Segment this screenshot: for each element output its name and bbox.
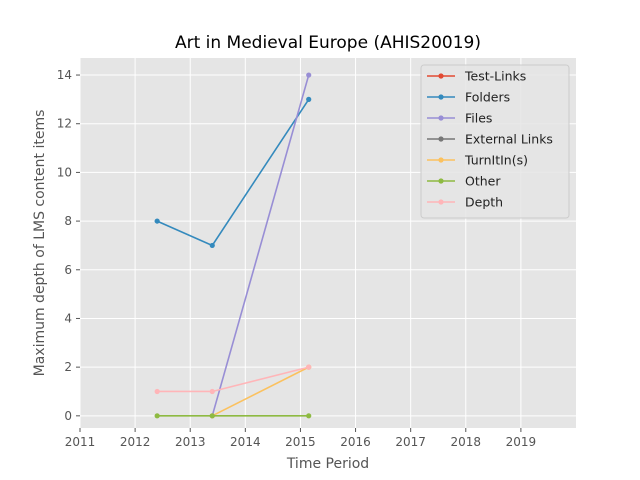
y-tick-label: 14	[57, 68, 72, 82]
legend-box	[420, 64, 570, 219]
legend-marker-depth	[438, 199, 444, 205]
y-tick-label: 8	[64, 214, 72, 228]
legend-label-folders: Folders	[465, 90, 510, 105]
x-tick-label: 2015	[285, 435, 316, 449]
x-tick-label: 2016	[340, 435, 371, 449]
data-point-other	[209, 413, 215, 419]
y-tick-label: 12	[57, 117, 72, 131]
legend-label-depth: Depth	[465, 195, 503, 210]
series-depth	[154, 364, 312, 395]
series-line-files	[211, 74, 310, 417]
x-tick-label: 2018	[451, 435, 482, 449]
x-tick-label: 2017	[395, 435, 426, 449]
series-lines	[154, 72, 312, 419]
series-folders	[154, 96, 312, 249]
x-tick-label: 2011	[65, 435, 96, 449]
data-point-depth	[306, 364, 312, 370]
legend-marker-folders	[438, 94, 444, 100]
series-other	[154, 413, 312, 419]
y-tick-label: 4	[64, 311, 72, 325]
legend-label-files: Files	[465, 111, 492, 126]
data-point-depth	[154, 388, 160, 395]
x-axis-label: Time Period	[286, 456, 369, 472]
y-tick-label: 2	[64, 360, 72, 374]
x-tick-label: 2013	[175, 435, 206, 449]
legend-label-test-links: Test-Links	[464, 69, 526, 84]
legend-marker-turnitin-s	[438, 157, 444, 163]
chart-title: Art in Medieval Europe (AHIS20019)	[175, 33, 481, 53]
data-point-other	[306, 413, 312, 419]
data-point-folders	[306, 96, 312, 102]
legend-marker-external-links	[438, 136, 444, 142]
x-tick-label: 2014	[230, 435, 261, 449]
data-point-folders	[209, 242, 215, 249]
legend-label-other: Other	[465, 174, 501, 189]
legend-label-turnitin-s: TurnItIn(s)	[464, 153, 528, 168]
data-point-depth	[209, 388, 215, 395]
legend-marker-files	[438, 115, 444, 121]
legend-marker-other	[438, 178, 444, 184]
series-line-turnitin-s	[211, 366, 310, 417]
x-tick-label: 2012	[120, 435, 151, 449]
data-point-folders	[154, 218, 160, 224]
legend-label-external-links: External Links	[465, 132, 553, 147]
data-point-other	[154, 413, 160, 419]
y-tick-label: 6	[64, 263, 72, 277]
y-tick-label: 10	[57, 165, 72, 179]
x-tick-label: 2019	[506, 435, 537, 449]
axis-ticks: 2011 2012 2013 2014 2015 2016 2017 2018 2019 0 2 4 6…	[57, 68, 536, 449]
legend-marker-test-links	[438, 73, 444, 79]
legend: Test-Links Folders Files External Links Turn…	[420, 64, 570, 219]
y-tick-label: 0	[64, 409, 72, 423]
y-axis-label: Maximum depth of LMS content items	[32, 110, 48, 377]
data-point-files	[306, 72, 312, 78]
